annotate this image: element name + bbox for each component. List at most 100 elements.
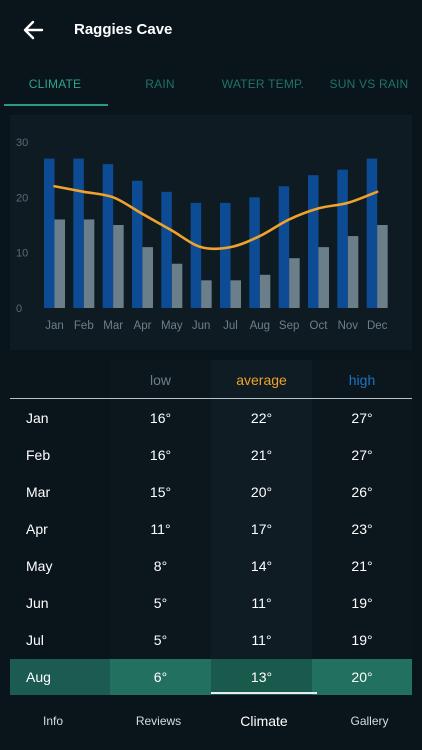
row-highlight: [110, 659, 211, 696]
high-column-bg: [312, 360, 412, 692]
low-cell: 8°: [153, 558, 168, 574]
low-cell: 16°: [149, 410, 172, 426]
average-cell: 17°: [250, 521, 273, 537]
month-cell: Jul: [26, 632, 44, 648]
average-column-bg: [211, 360, 312, 692]
low-bar: [259, 274, 271, 308]
y-tick-label: 10: [16, 248, 28, 260]
month-cell: Jan: [26, 410, 49, 426]
low-cell: 5°: [153, 595, 168, 611]
high-bar: [132, 180, 143, 308]
low-cell: 11°: [150, 521, 171, 537]
tab-climate[interactable]: CLIMATE: [28, 77, 82, 91]
high-bar: [102, 164, 114, 308]
month-cell: Mar: [26, 484, 51, 500]
high-cell: 26°: [351, 484, 373, 500]
low-bar: [171, 263, 183, 308]
tab-rain[interactable]: RAIN: [145, 77, 175, 91]
x-tick-label: Nov: [338, 320, 359, 332]
high-bar: [308, 175, 319, 308]
back-button[interactable]: [18, 16, 48, 44]
table-row[interactable]: Feb 16° 21° 27°: [10, 437, 412, 474]
active-tab-indicator: [4, 104, 108, 106]
tab-sun-vs-rain[interactable]: SUN VS RAIN: [329, 77, 409, 91]
y-tick-label: 0: [16, 303, 22, 315]
page-title: Raggies Cave: [74, 21, 173, 38]
header-low: low: [149, 372, 171, 388]
climate-table: low average high Jan 16° 22° 27° Feb 16° 21° 27…: [10, 360, 412, 696]
climate-chart: 0 10 20 30 Jan Feb Mar Apr May Jun Jul Aug Sep Oct Nov…: [10, 115, 412, 350]
app-header: Raggies Cave: [0, 0, 422, 60]
tab-bar: CLIMATE RAIN WATER TEMP. SUN VS RAIN: [0, 60, 422, 108]
row-highlight: [10, 659, 110, 696]
high-bar: [220, 202, 231, 308]
high-bar: [190, 202, 202, 308]
table-row[interactable]: Mar 15° 20° 26°: [10, 474, 412, 511]
table-row[interactable]: May 8° 14° 21°: [10, 548, 412, 585]
x-tick-label: Jul: [223, 320, 238, 332]
month-cell: Aug: [26, 669, 51, 685]
nav-climate[interactable]: Climate: [240, 713, 288, 729]
low-column-bg: [110, 360, 211, 692]
row-highlight: [312, 659, 412, 696]
nav-reviews[interactable]: Reviews: [135, 714, 182, 728]
nav-info[interactable]: Info: [42, 714, 63, 728]
header-divider: [10, 398, 412, 399]
x-tick-label: Apr: [134, 320, 152, 332]
high-cell: 27°: [351, 410, 373, 426]
average-cell: 21°: [250, 447, 273, 463]
average-cell: 20°: [250, 484, 273, 500]
row-highlight: [211, 659, 312, 696]
low-bar: [54, 219, 65, 308]
month-cell: May: [26, 558, 53, 574]
month-cell: Apr: [26, 521, 48, 537]
month-cell: Jun: [26, 595, 49, 611]
low-bar: [289, 258, 300, 308]
x-tick-label: Jun: [192, 320, 211, 332]
low-bar: [113, 225, 124, 308]
average-cell: 11°: [251, 595, 272, 611]
low-cell: 16°: [149, 447, 172, 463]
average-line: [53, 184, 379, 251]
y-tick-label: 20: [16, 192, 28, 204]
average-cell: 11°: [251, 632, 272, 648]
x-tick-label: Dec: [367, 320, 388, 332]
x-tick-label: Jan: [45, 320, 64, 332]
active-nav-indicator: [211, 692, 317, 694]
table-row[interactable]: Jun 5° 11° 19°: [10, 585, 412, 622]
table-row[interactable]: Apr 11° 17° 23°: [10, 511, 412, 548]
y-tick-label: 30: [16, 137, 28, 149]
x-tick-label: Mar: [103, 320, 123, 332]
high-cell: 21°: [351, 558, 373, 574]
tab-water-temp[interactable]: WATER TEMP.: [221, 77, 305, 91]
low-bar: [318, 247, 329, 308]
table-row[interactable]: Jan 16° 22° 27°: [10, 400, 412, 437]
low-bar: [142, 247, 153, 308]
nav-gallery[interactable]: Gallery: [350, 714, 389, 728]
low-cell: 5°: [153, 632, 168, 648]
low-bar: [377, 225, 388, 308]
table-row[interactable]: Aug 6° 13° 20°: [10, 659, 412, 696]
high-bar: [337, 169, 348, 308]
header-average: average: [236, 372, 287, 388]
table-row[interactable]: Jul 5° 11° 19°: [10, 622, 412, 659]
x-tick-label: May: [161, 320, 183, 332]
high-cell: 20°: [351, 669, 373, 685]
average-cell: 22°: [250, 410, 273, 426]
header-high: high: [348, 372, 376, 388]
high-bar: [161, 191, 172, 308]
low-bar: [83, 219, 95, 308]
high-bar: [366, 158, 378, 308]
high-cell: 23°: [351, 521, 373, 537]
arrow-left-icon: [23, 20, 44, 40]
low-bar: [230, 280, 241, 308]
low-cell: 6°: [153, 669, 168, 685]
low-cell: 15°: [149, 484, 172, 500]
high-cell: 19°: [351, 595, 373, 611]
high-bar: [44, 158, 55, 308]
high-bar: [278, 186, 290, 308]
x-tick-label: Aug: [250, 320, 270, 332]
high-bar: [73, 158, 84, 308]
climate-chart-svg: 0 10 20 30 Jan Feb Mar Apr May Jun Jul Aug Sep Oct Nov…: [16, 137, 388, 332]
high-cell: 19°: [351, 632, 373, 648]
